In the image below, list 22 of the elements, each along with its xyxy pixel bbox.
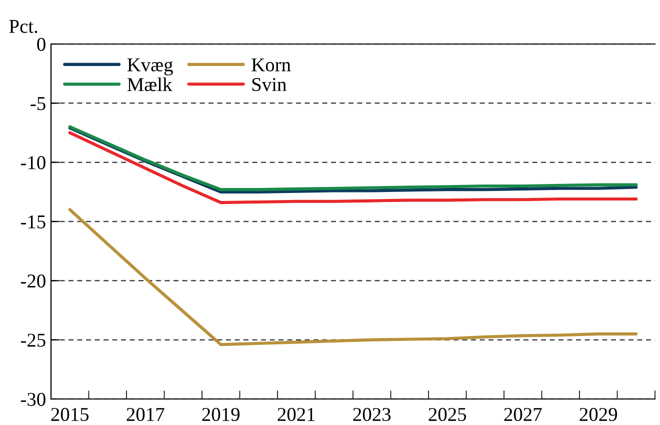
x-tick-label: 2021 [278, 408, 315, 422]
y-tick-label: 0 [37, 38, 46, 51]
y-tick-label: -20 [20, 274, 46, 288]
legend-label: Kvæg [127, 58, 173, 76]
y-tick-label: -15 [20, 215, 46, 228]
legend-label: Svin [252, 78, 286, 92]
x-tick-label: 2015 [51, 408, 89, 422]
line-series [68, 131, 638, 204]
x-tick-label: 2025 [428, 408, 466, 422]
x-tick-label: 2017 [126, 408, 164, 422]
y-tick-label: -10 [20, 156, 46, 170]
legend-label: Korn [252, 58, 291, 72]
x-tick-label: 2027 [504, 408, 542, 422]
x-tick-label: 2019 [202, 408, 240, 422]
line-series [68, 208, 638, 346]
legend-label: Mælk [127, 77, 172, 92]
y-axis-title: Pct. [9, 20, 38, 34]
y-tick-label: -30 [20, 392, 46, 406]
x-tick-label: 2023 [353, 408, 391, 422]
x-tick-label: 2029 [580, 408, 618, 422]
y-tick-label: -5 [30, 97, 46, 110]
y-tick-label: -25 [20, 334, 46, 347]
